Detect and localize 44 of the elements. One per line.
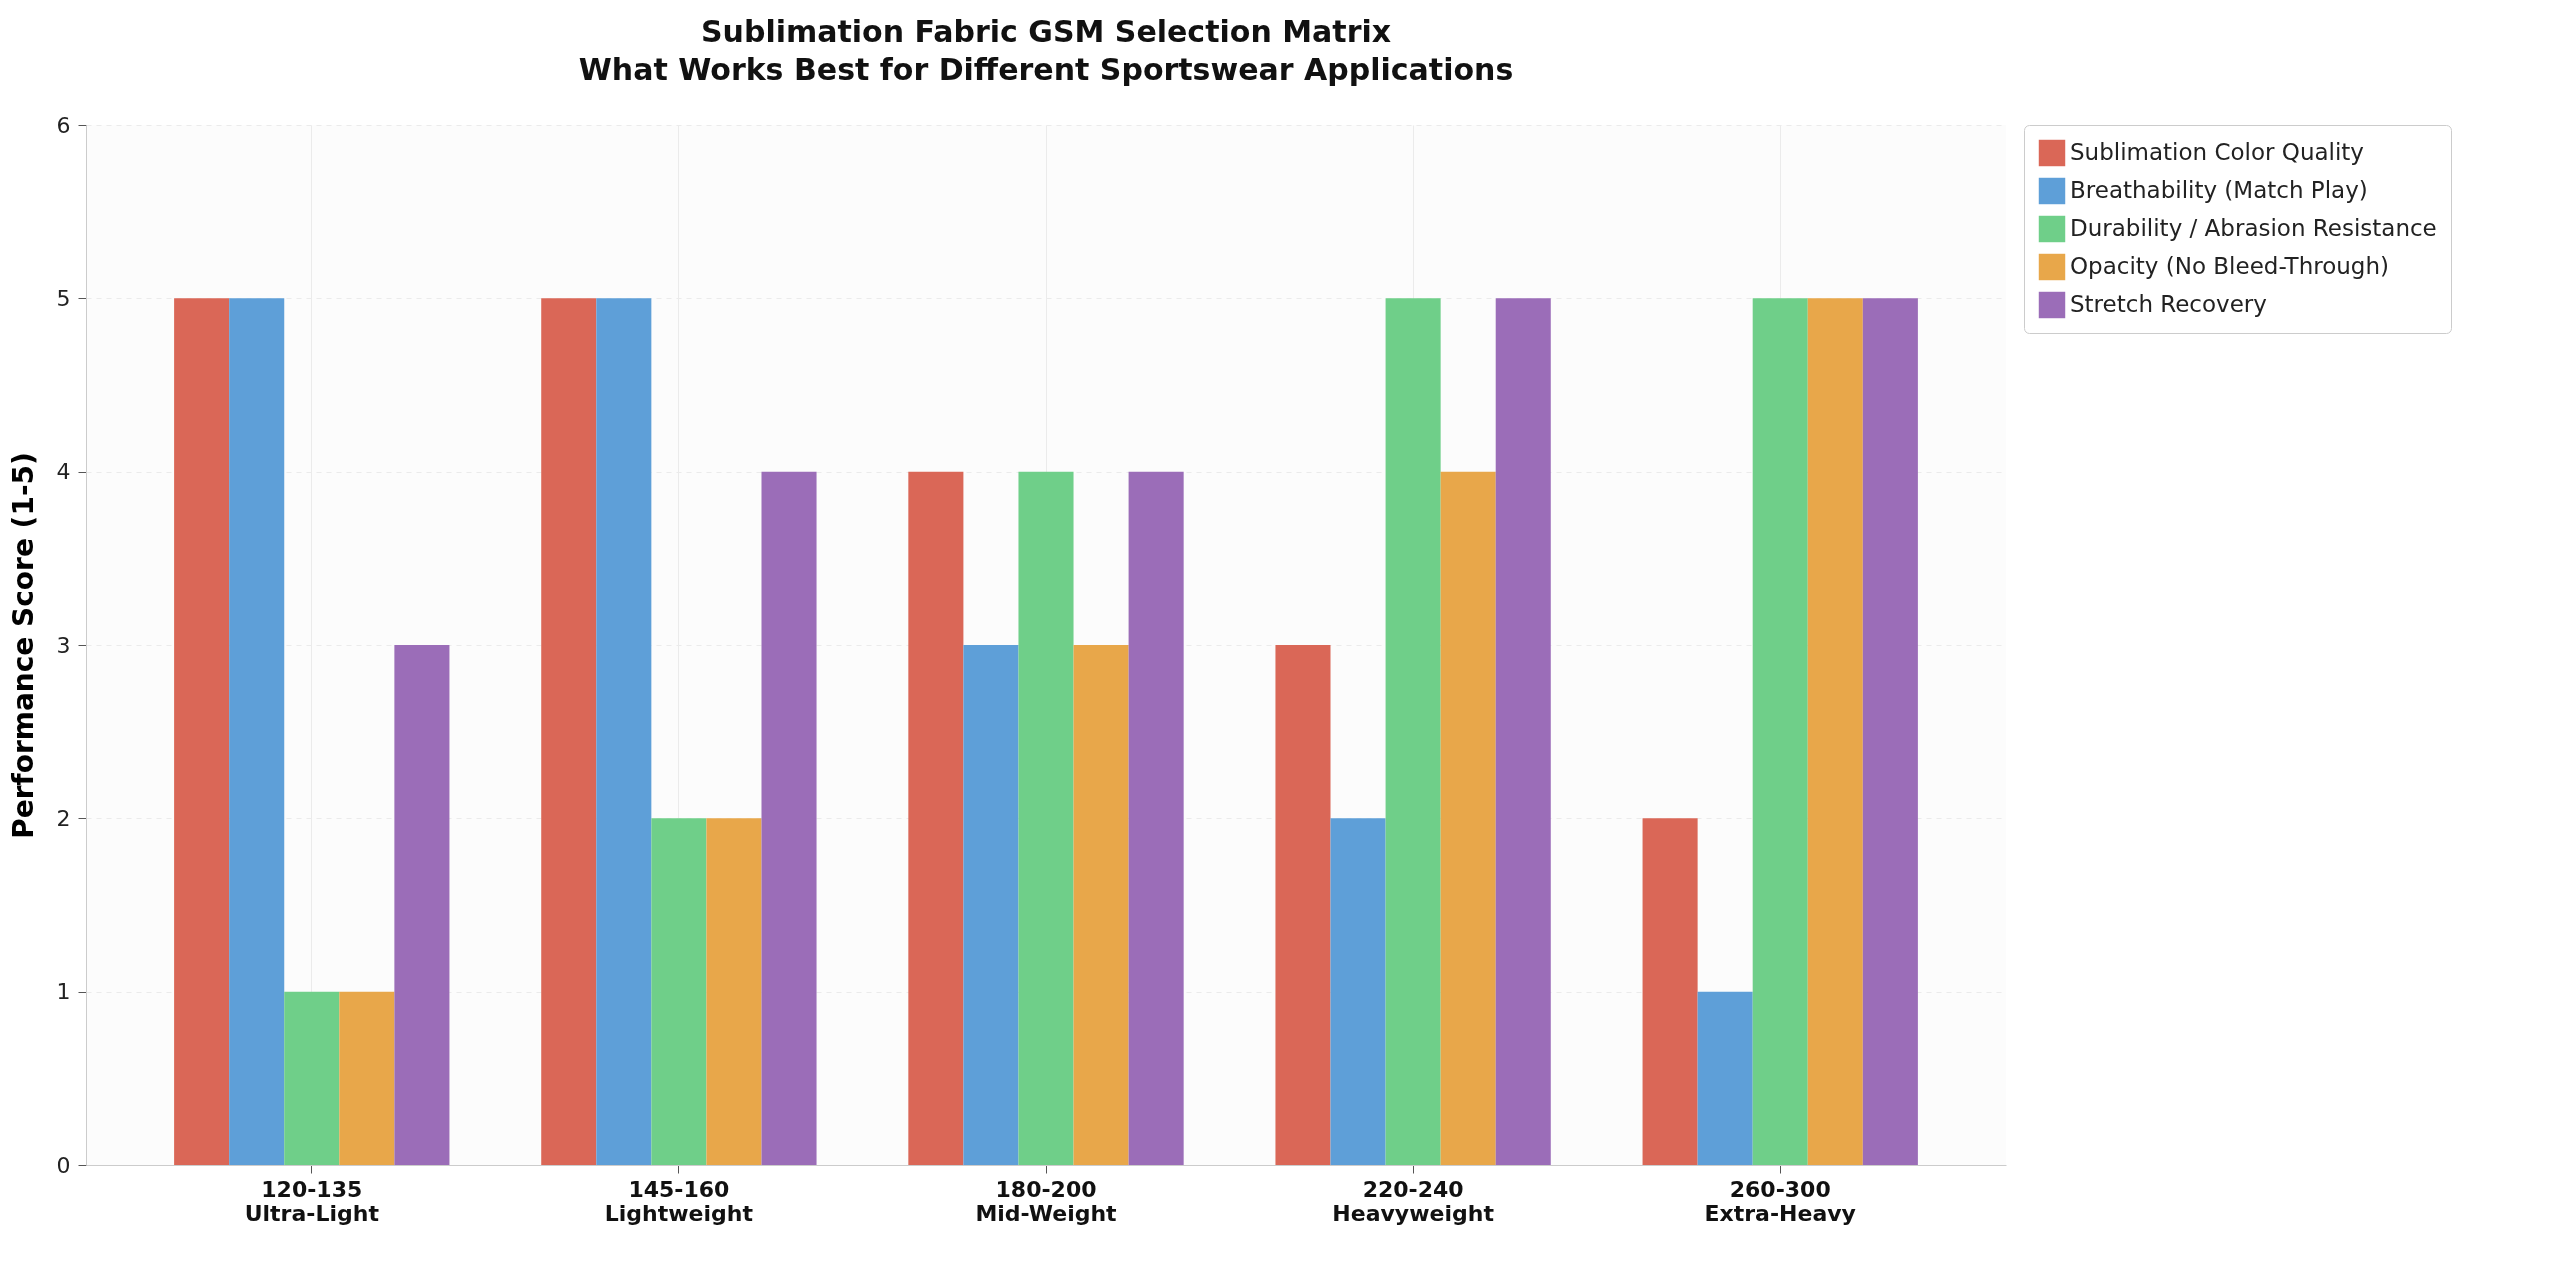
bar [339, 991, 395, 1165]
bar [908, 471, 964, 1165]
bar [1862, 298, 1918, 1165]
bar [761, 471, 817, 1165]
legend-label: Sublimation Color Quality [2070, 139, 2364, 165]
bar [1018, 471, 1074, 1165]
x-tick-label: 260-300 Extra-Heavy [1704, 1176, 1856, 1226]
bar [963, 645, 1019, 1165]
x-tick-label: 120-135 Ultra-Light [244, 1176, 380, 1226]
y-tick-label: 4 [56, 459, 71, 485]
y-tick-label: 3 [56, 632, 71, 658]
chart-title: Sublimation Fabric GSM Selection Matrix What Works Best for Different Sportswear Applications [578, 14, 1514, 87]
legend-label: Opacity (No Bleed-Through) [2070, 253, 2389, 279]
bar [651, 818, 707, 1165]
bar [1440, 471, 1496, 1165]
bar [174, 298, 230, 1165]
legend-label: Stretch Recovery [2070, 291, 2267, 317]
bar [1752, 298, 1808, 1165]
bar [1697, 991, 1753, 1165]
legend-label: Breathability (Match Play) [2070, 177, 2368, 203]
bar [1495, 298, 1551, 1165]
bar [1807, 298, 1863, 1165]
y-tick-label: 6 [56, 112, 71, 138]
bar [1128, 471, 1184, 1165]
bar [1275, 645, 1331, 1165]
bar [229, 298, 285, 1165]
y-tick-label: 0 [56, 1152, 71, 1178]
x-tick-label: 220-240 Heavyweight [1332, 1176, 1495, 1226]
bar [394, 645, 450, 1165]
legend-label: Durability / Abrasion Resistance [2070, 215, 2437, 241]
bar [596, 298, 652, 1165]
y-tick-label: 2 [56, 805, 71, 831]
y-axis-title: Performance Score (1-5) [6, 452, 40, 839]
bar [1385, 298, 1441, 1165]
bar [706, 818, 762, 1165]
bar [1330, 818, 1386, 1165]
y-tick-label: 5 [56, 285, 71, 311]
y-tick-label: 1 [56, 979, 71, 1005]
bar [1642, 818, 1698, 1165]
bar [1073, 645, 1129, 1165]
bar [541, 298, 597, 1165]
x-tick-label: 145-160 Lightweight [604, 1176, 754, 1226]
x-tick-label: 180-200 Mid-Weight [975, 1176, 1118, 1226]
bar [284, 991, 340, 1165]
